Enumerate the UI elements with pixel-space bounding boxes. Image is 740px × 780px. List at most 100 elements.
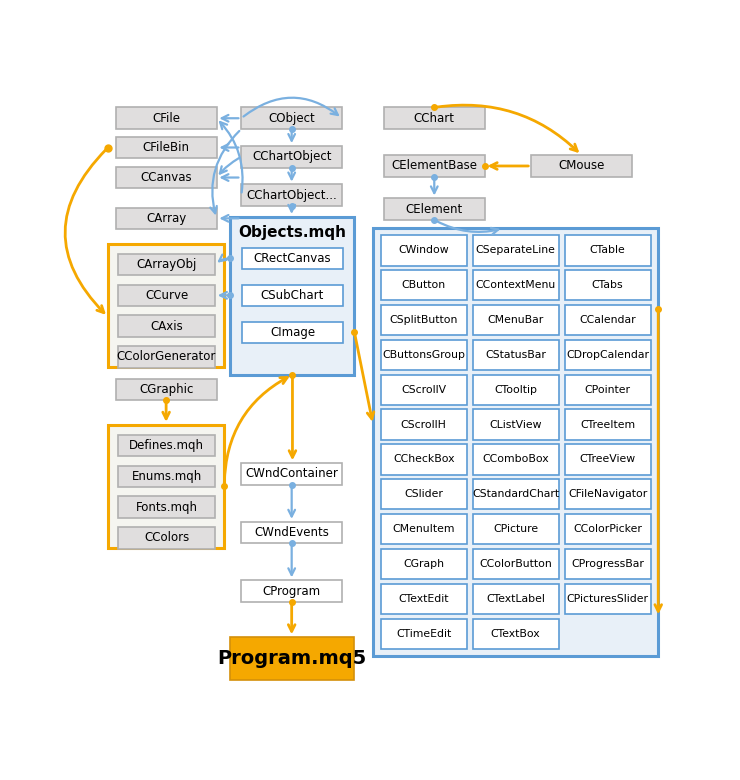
- Text: CChartObject: CChartObject: [252, 151, 332, 163]
- Text: CElementBase: CElementBase: [391, 159, 477, 172]
- Bar: [565, 514, 650, 544]
- Bar: [565, 549, 650, 579]
- Text: CChartObject...: CChartObject...: [246, 189, 337, 202]
- Bar: [118, 496, 215, 518]
- Text: CArrayObj: CArrayObj: [136, 258, 197, 271]
- Text: CSlider: CSlider: [404, 489, 443, 499]
- Bar: [118, 254, 215, 275]
- Bar: [381, 410, 466, 440]
- Text: CColors: CColors: [144, 531, 189, 544]
- Text: CTreeView: CTreeView: [579, 455, 636, 464]
- Bar: [473, 514, 559, 544]
- Bar: [473, 583, 559, 614]
- Bar: [241, 184, 342, 206]
- Bar: [473, 305, 559, 335]
- Bar: [473, 340, 559, 370]
- Text: CScrollV: CScrollV: [401, 385, 446, 395]
- Bar: [118, 315, 215, 337]
- Bar: [241, 522, 342, 544]
- Text: CTextBox: CTextBox: [491, 629, 540, 639]
- Bar: [384, 198, 485, 220]
- Bar: [241, 580, 342, 602]
- Bar: [565, 583, 650, 614]
- Bar: [381, 514, 466, 544]
- Text: CColorPicker: CColorPicker: [574, 524, 642, 534]
- Bar: [473, 270, 559, 300]
- Text: CFileNavigator: CFileNavigator: [568, 489, 648, 499]
- Text: CTooltip: CTooltip: [494, 385, 537, 395]
- Text: CElement: CElement: [406, 203, 463, 215]
- Bar: [473, 619, 559, 649]
- Bar: [118, 434, 215, 456]
- Text: CProgressBar: CProgressBar: [571, 559, 644, 569]
- Bar: [473, 410, 559, 440]
- Text: CTreeItem: CTreeItem: [580, 420, 635, 430]
- Bar: [381, 549, 466, 579]
- Text: Fonts.mqh: Fonts.mqh: [135, 501, 198, 513]
- Bar: [118, 285, 215, 306]
- Bar: [473, 236, 559, 265]
- Text: CTabs: CTabs: [592, 280, 623, 290]
- Bar: [565, 445, 650, 474]
- Text: CRectCanvas: CRectCanvas: [254, 252, 332, 265]
- Text: Program.mq5: Program.mq5: [217, 649, 366, 668]
- Text: CButton: CButton: [402, 280, 445, 290]
- Bar: [118, 346, 215, 367]
- Bar: [115, 378, 217, 400]
- Text: CCalendar: CCalendar: [579, 315, 636, 325]
- Text: CWndEvents: CWndEvents: [255, 526, 329, 539]
- Text: CArray: CArray: [146, 212, 186, 225]
- Bar: [118, 527, 215, 548]
- Bar: [241, 108, 342, 129]
- Bar: [473, 549, 559, 579]
- Text: CTextLabel: CTextLabel: [486, 594, 545, 604]
- Bar: [115, 167, 217, 188]
- Bar: [565, 270, 650, 300]
- Bar: [242, 285, 343, 306]
- Bar: [381, 619, 466, 649]
- Text: CGraph: CGraph: [403, 559, 444, 569]
- Text: CGraphic: CGraphic: [139, 383, 193, 395]
- Bar: [384, 108, 485, 129]
- Bar: [565, 340, 650, 370]
- Bar: [381, 236, 466, 265]
- Text: CWindow: CWindow: [398, 246, 449, 255]
- Text: CPicturesSlider: CPicturesSlider: [567, 594, 649, 604]
- Text: CColorGenerator: CColorGenerator: [117, 350, 216, 363]
- Bar: [381, 445, 466, 474]
- Text: CTimeEdit: CTimeEdit: [396, 629, 451, 639]
- Text: CSubChart: CSubChart: [260, 289, 324, 302]
- Text: CScrollH: CScrollH: [401, 420, 447, 430]
- Bar: [242, 247, 343, 269]
- Bar: [384, 155, 485, 177]
- Bar: [381, 270, 466, 300]
- Text: CSplitButton: CSplitButton: [389, 315, 458, 325]
- Text: CWndContainer: CWndContainer: [245, 467, 338, 480]
- Text: CComboBox: CComboBox: [482, 455, 549, 464]
- Text: CMenuItem: CMenuItem: [392, 524, 455, 534]
- Bar: [531, 155, 632, 177]
- Text: CContextMenu: CContextMenu: [476, 280, 556, 290]
- Text: CTable: CTable: [590, 246, 625, 255]
- Text: CColorButton: CColorButton: [480, 559, 552, 569]
- Bar: [229, 637, 354, 679]
- Bar: [241, 463, 342, 484]
- Bar: [108, 424, 224, 548]
- Text: CMenuBar: CMenuBar: [488, 315, 544, 325]
- Bar: [115, 207, 217, 229]
- Bar: [565, 374, 650, 405]
- Bar: [118, 466, 215, 487]
- Bar: [241, 146, 342, 168]
- Bar: [115, 108, 217, 129]
- Bar: [381, 340, 466, 370]
- Text: CPicture: CPicture: [493, 524, 538, 534]
- Bar: [381, 479, 466, 509]
- Text: CSeparateLine: CSeparateLine: [476, 246, 556, 255]
- Text: CCurve: CCurve: [145, 289, 188, 302]
- Text: CMouse: CMouse: [559, 159, 605, 172]
- Text: CCheckBox: CCheckBox: [393, 455, 454, 464]
- Text: CDropCalendar: CDropCalendar: [566, 350, 649, 360]
- Bar: [381, 374, 466, 405]
- Bar: [565, 236, 650, 265]
- Bar: [565, 410, 650, 440]
